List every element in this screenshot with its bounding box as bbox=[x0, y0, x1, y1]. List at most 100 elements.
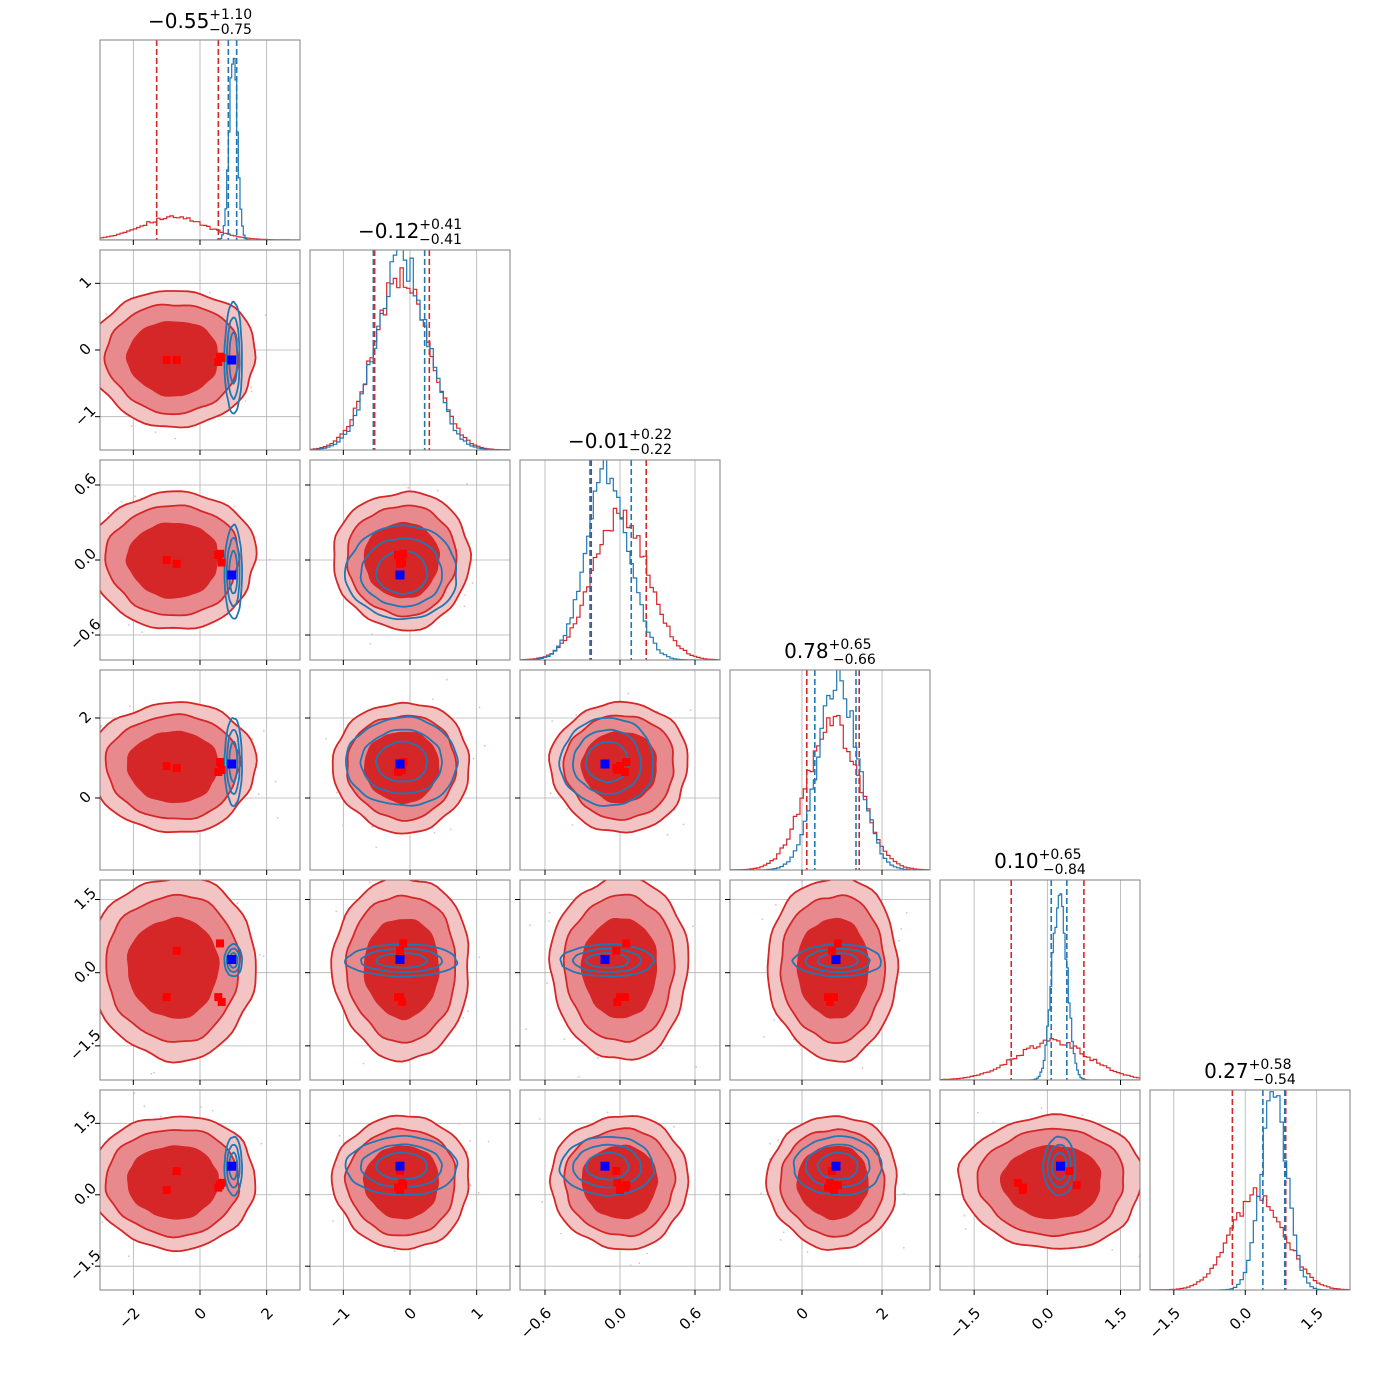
subplot-4-0: −1.5 0.0 1.5 bbox=[66, 863, 301, 1085]
scatter-point bbox=[578, 1076, 580, 1078]
subplot-4-3 bbox=[725, 879, 931, 1085]
red-marker bbox=[172, 764, 181, 772]
x-tick-label: 0.0 bbox=[601, 1304, 631, 1334]
scatter-point bbox=[774, 904, 777, 906]
subplot-5-5: 0.27+0.58−0.54 −1.5 0.0 1.5 bbox=[1146, 1057, 1351, 1342]
scatter-point bbox=[564, 877, 566, 879]
subplot-title-1: −0.12+0.41 bbox=[358, 217, 462, 243]
subplot-1-1: −0.12+0.41−0.41 bbox=[309, 217, 511, 455]
scatter-point bbox=[483, 744, 486, 747]
title-minus: −0.41 bbox=[419, 232, 462, 248]
scatter-point bbox=[1081, 1114, 1084, 1116]
scatter-point bbox=[463, 605, 466, 608]
title-plus: +0.65 bbox=[1039, 847, 1082, 863]
scatter-point bbox=[96, 1172, 98, 1174]
blue-contour bbox=[571, 947, 643, 973]
scatter-point bbox=[777, 1139, 780, 1142]
blue-contour bbox=[223, 1135, 243, 1197]
red-marker bbox=[172, 356, 181, 364]
blue-marker bbox=[227, 759, 237, 769]
scatter-point bbox=[71, 364, 73, 366]
y-tick-label: −1.5 bbox=[66, 1246, 104, 1284]
title-plus: +1.10 bbox=[209, 7, 252, 23]
scatter-point bbox=[627, 692, 630, 695]
scatter-point bbox=[566, 808, 568, 810]
scatter-point bbox=[646, 1252, 649, 1255]
blue-histogram bbox=[310, 250, 510, 450]
scatter-point bbox=[251, 738, 254, 740]
blue-contour bbox=[225, 536, 241, 607]
scatter-point bbox=[992, 1121, 995, 1124]
red-marker bbox=[621, 1183, 629, 1192]
blue-marker bbox=[1056, 1161, 1065, 1171]
blue-contour bbox=[558, 1135, 655, 1197]
scatter-point bbox=[85, 1148, 87, 1150]
scatter-point bbox=[436, 489, 439, 492]
subplot-3-1 bbox=[305, 669, 511, 875]
blue-contour bbox=[360, 947, 444, 974]
blue-contour bbox=[223, 523, 243, 620]
subplot-frame bbox=[729, 879, 931, 1081]
blue-contour bbox=[584, 741, 630, 784]
scatter-point bbox=[162, 863, 164, 865]
scatter-point bbox=[362, 1062, 365, 1065]
scatter-point bbox=[143, 1105, 146, 1108]
scatter-point bbox=[898, 939, 900, 942]
red-marker bbox=[824, 993, 832, 1002]
scatter-point bbox=[469, 1140, 472, 1142]
scatter-point bbox=[801, 880, 803, 883]
red-marker bbox=[216, 939, 224, 948]
y-tick-label: 0 bbox=[76, 788, 95, 807]
scatter-point bbox=[196, 832, 199, 835]
x-tick-label: −1.5 bbox=[946, 1304, 984, 1342]
x-tick-label: 0 bbox=[793, 1304, 812, 1323]
y-tick-label: −1.5 bbox=[66, 1026, 104, 1064]
scatter-point bbox=[375, 846, 378, 849]
x-tick-label: 0.0 bbox=[1028, 1304, 1058, 1334]
scatter-point bbox=[773, 1019, 776, 1021]
scatter-point bbox=[129, 705, 131, 708]
scatter-point bbox=[211, 1109, 214, 1112]
scatter-point bbox=[100, 724, 103, 727]
subplot-5-1: −1 0 1 bbox=[305, 1089, 511, 1332]
blue-contour bbox=[344, 524, 458, 621]
blue-contour bbox=[225, 728, 241, 795]
red-marker bbox=[1065, 1167, 1074, 1175]
red-marker bbox=[162, 762, 171, 770]
scatter-point bbox=[325, 872, 327, 874]
red-marker bbox=[396, 946, 404, 955]
scatter-point bbox=[268, 558, 271, 561]
title-plus: +0.65 bbox=[829, 637, 872, 653]
red-marker bbox=[398, 558, 406, 567]
scatter-point bbox=[101, 1221, 104, 1223]
blue-contour bbox=[226, 947, 241, 973]
x-tick-label: 0 bbox=[401, 1304, 420, 1323]
red-marker bbox=[172, 1167, 181, 1175]
red-marker bbox=[214, 768, 223, 776]
scatter-point bbox=[963, 1214, 966, 1217]
scatter-point bbox=[692, 925, 694, 928]
blue-marker bbox=[227, 355, 237, 365]
blue-contour bbox=[816, 952, 859, 969]
blue-marker bbox=[831, 1161, 841, 1171]
subplot-title-4: 0.10+0.65 bbox=[994, 847, 1081, 873]
red-marker bbox=[399, 939, 408, 948]
scatter-point bbox=[134, 495, 136, 498]
scatter-point bbox=[96, 332, 98, 334]
scatter-point bbox=[250, 386, 252, 389]
scatter-point bbox=[432, 698, 434, 701]
red-histogram bbox=[100, 215, 300, 240]
scatter-point bbox=[682, 823, 685, 826]
red-marker bbox=[214, 1183, 223, 1192]
subplot-4-2 bbox=[515, 877, 721, 1085]
red-marker bbox=[613, 998, 622, 1006]
scatter-point bbox=[541, 1200, 544, 1203]
x-tick-label: −1 bbox=[325, 1304, 353, 1332]
blue-contour bbox=[225, 1143, 241, 1189]
red-histogram bbox=[940, 1038, 1140, 1080]
scatter-point bbox=[120, 500, 123, 503]
x-tick-label: 0 bbox=[191, 1304, 210, 1323]
blue-marker bbox=[600, 1161, 610, 1171]
scatter-point bbox=[433, 831, 436, 834]
scatter-point bbox=[464, 594, 466, 596]
